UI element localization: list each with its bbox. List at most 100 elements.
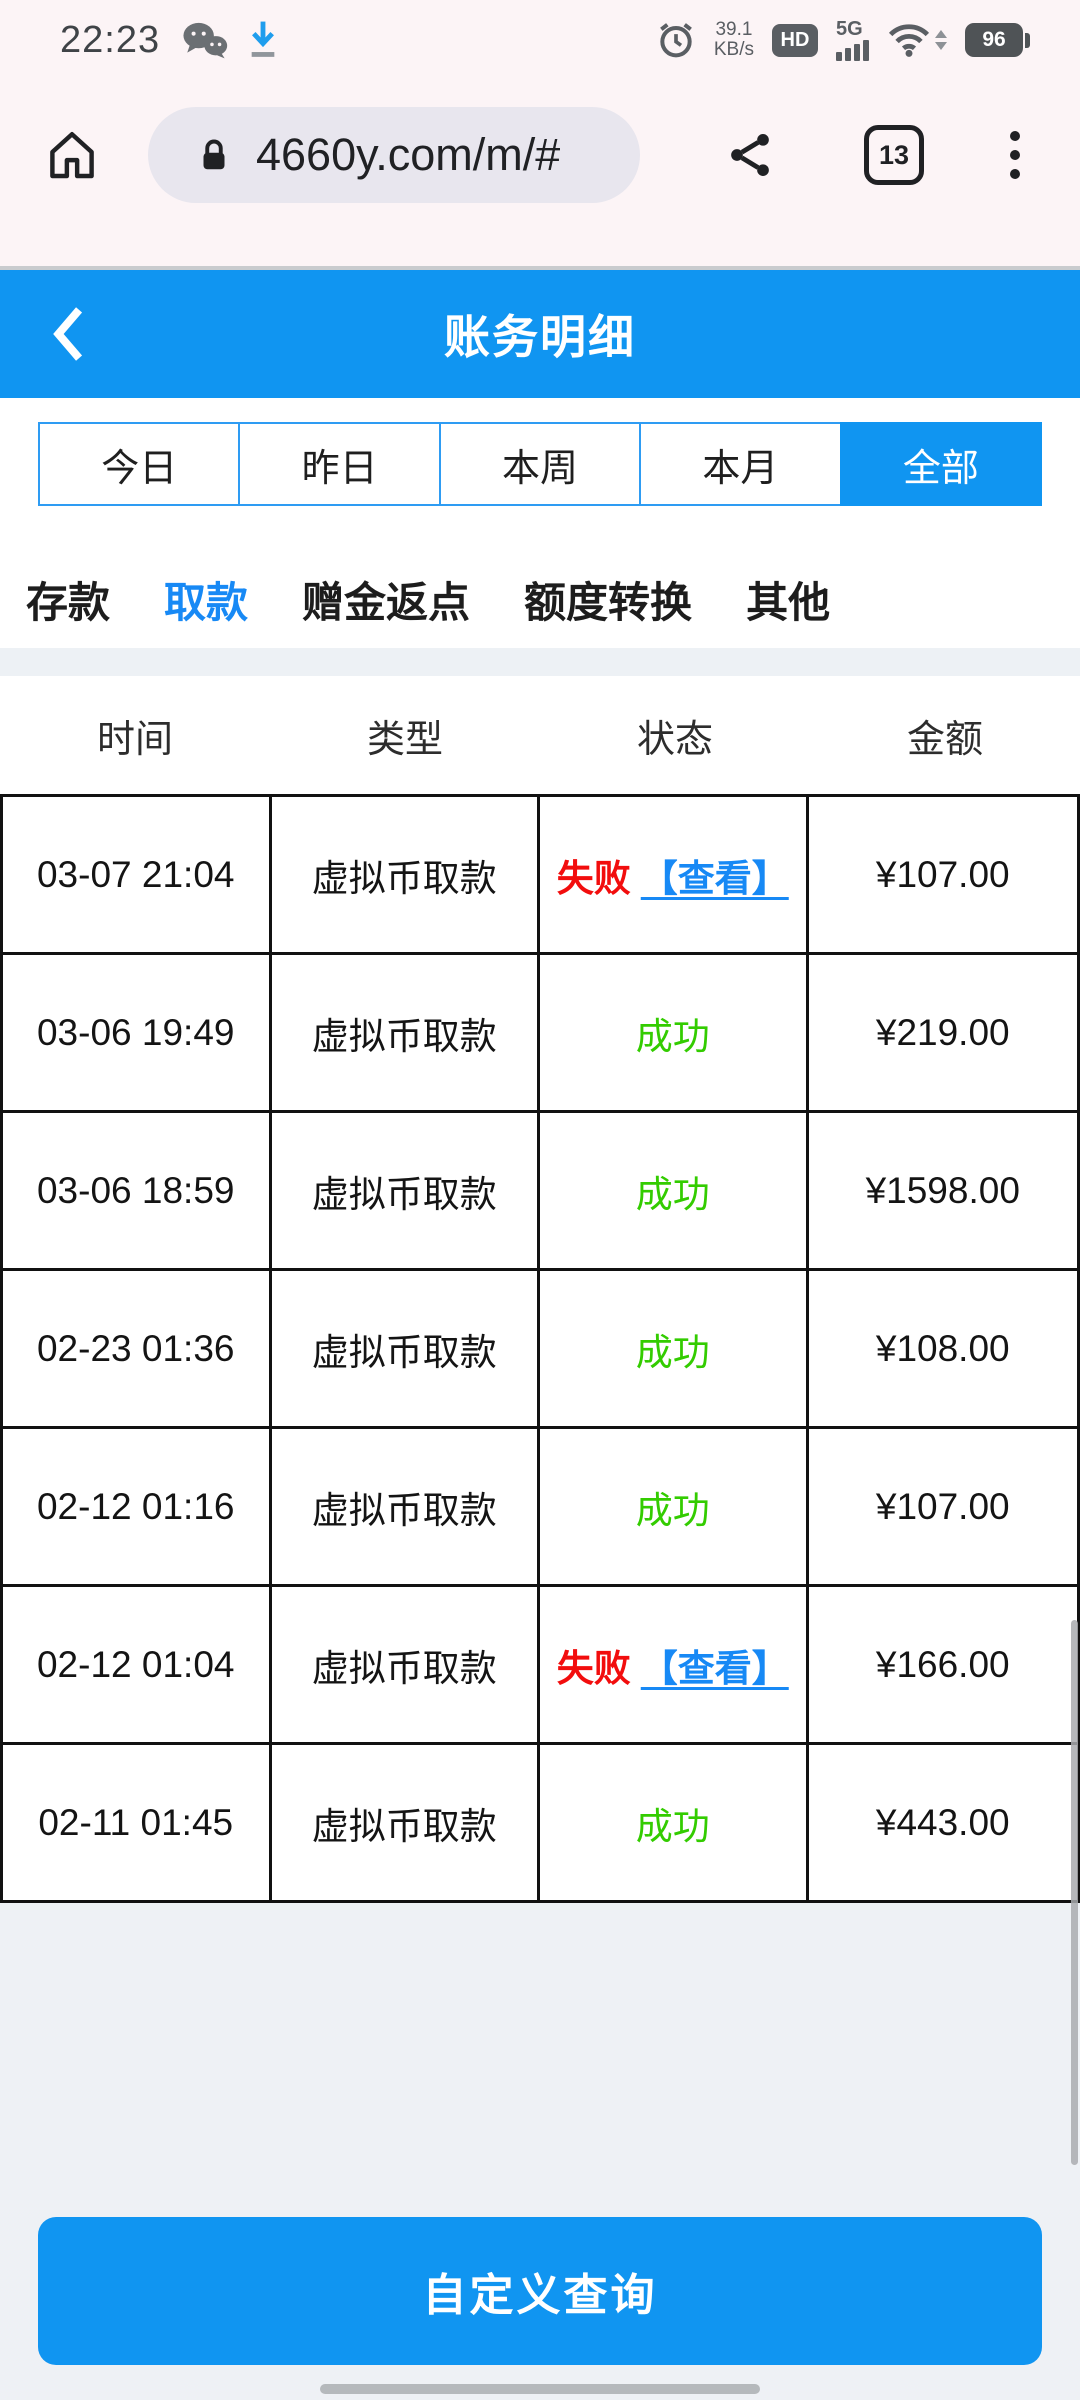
cell-status: 失败 【查看】: [540, 797, 809, 952]
cell-time: 03-06 19:49: [3, 955, 272, 1110]
browser-menu-icon[interactable]: [1010, 131, 1020, 179]
tab-this-month[interactable]: 本月: [639, 422, 842, 506]
status-badge: 失败: [556, 1647, 631, 1689]
scrollbar-thumb[interactable]: [1071, 1620, 1078, 2165]
notification-icons: [182, 18, 280, 62]
chrome-padding: [0, 230, 1080, 266]
cell-amount: ¥443.00: [875, 1801, 1010, 1843]
tab-deposit[interactable]: 存款: [26, 578, 111, 626]
battery-level: 96: [965, 23, 1023, 57]
network-type-label: 5G: [836, 17, 863, 40]
cell-time: 02-12 01:04: [3, 1587, 272, 1742]
tab-other[interactable]: 其他: [746, 578, 831, 626]
page-title: 账务明细: [444, 311, 636, 363]
custom-query-button[interactable]: 自定义查询: [38, 2217, 1042, 2365]
system-status-icons: 39.1 KB/s HD 5G: [656, 17, 1030, 61]
cell-amount: ¥219.00: [875, 1011, 1010, 1053]
cell-status: 成功: [540, 1745, 809, 1900]
wifi-status: [887, 21, 947, 59]
table-row: 02-12 01:04 虚拟币取款 失败 【查看】 ¥166.00: [3, 1587, 1077, 1745]
tab-all[interactable]: 全部: [839, 422, 1043, 506]
table-row: 02-12 01:16 虚拟币取款 成功 ¥107.00: [3, 1429, 1077, 1587]
cell-time: 02-23 01:36: [3, 1271, 272, 1426]
cell-amount: ¥166.00: [875, 1643, 1010, 1685]
table-row: 03-06 18:59 虚拟币取款 成功 ¥1598.00: [3, 1113, 1077, 1271]
status-bar: 22:23 39.1 K: [0, 0, 1080, 80]
view-details-link[interactable]: 【查看】: [640, 857, 789, 899]
cell-amount: ¥1598.00: [865, 1169, 1020, 1211]
page-header: 账务明细: [0, 270, 1080, 398]
cell-status: 失败 【查看】: [540, 1587, 809, 1742]
column-header-amount: 金额: [906, 718, 983, 761]
column-header-status: 状态: [636, 718, 713, 761]
tab-quota-transfer[interactable]: 额度转换: [524, 578, 693, 626]
tab-withdrawal[interactable]: 取款: [164, 578, 249, 626]
category-tabs: 存款 取款 赠金返点 额度转换 其他: [0, 570, 1080, 628]
status-badge: 成功: [635, 1489, 710, 1531]
cell-amount: ¥108.00: [875, 1327, 1010, 1369]
cell-type: 虚拟币取款: [272, 1587, 540, 1742]
cell-type: 虚拟币取款: [272, 1429, 540, 1584]
table-row: 03-06 19:49 虚拟币取款 成功 ¥219.00: [3, 955, 1077, 1113]
alarm-icon: [659, 23, 692, 58]
cell-type: 虚拟币取款: [272, 1271, 540, 1426]
table-row: 02-11 01:45 虚拟币取款 成功 ¥443.00: [3, 1745, 1077, 1903]
tab-today[interactable]: 今日: [38, 422, 241, 506]
share-icon[interactable]: [724, 129, 776, 181]
home-icon[interactable]: [44, 127, 100, 183]
table-row: 02-23 01:36 虚拟币取款 成功 ¥108.00: [3, 1271, 1077, 1429]
tab-counter[interactable]: 13: [864, 125, 924, 185]
wechat-icon: [183, 22, 228, 59]
status-badge: 成功: [635, 1331, 710, 1373]
view-details-link[interactable]: 【查看】: [640, 1647, 789, 1689]
cellular-signal: 5G: [836, 17, 869, 61]
network-speed-value: 39.1: [715, 19, 753, 40]
cell-time: 03-06 18:59: [3, 1113, 272, 1268]
cell-type: 虚拟币取款: [272, 955, 540, 1110]
cell-status: 成功: [540, 1271, 809, 1426]
battery-indicator: 96: [965, 23, 1030, 57]
tab-bonus-rebate[interactable]: 赠金返点: [302, 578, 471, 626]
cell-time: 02-11 01:45: [3, 1745, 272, 1900]
cell-amount: ¥107.00: [875, 853, 1010, 895]
cell-time: 03-07 21:04: [3, 797, 272, 952]
section-divider: [0, 648, 1080, 676]
wifi-traffic-arrows-icon: [935, 30, 947, 50]
cell-time: 02-12 01:16: [3, 1429, 272, 1584]
back-button[interactable]: [30, 270, 104, 398]
column-header-time: 时间: [96, 718, 173, 761]
date-range-tabs: 今日 昨日 本周 本月 全部: [38, 422, 1043, 506]
download-icon: [251, 21, 275, 57]
chrome-divider: [0, 266, 1080, 270]
wifi-icon: [888, 24, 930, 57]
signal-bars-icon: [836, 39, 869, 61]
network-speed-unit: KB/s: [713, 39, 754, 60]
lock-icon: [203, 139, 225, 170]
bottom-section: 自定义查询: [0, 1903, 1080, 2400]
status-badge: 成功: [635, 1015, 710, 1057]
battery-nub-icon: [1025, 32, 1030, 48]
column-header-type: 类型: [366, 718, 443, 761]
gesture-bar[interactable]: [320, 2384, 760, 2394]
tab-this-week[interactable]: 本周: [438, 422, 642, 506]
hd-badge: HD: [772, 23, 818, 57]
chevron-left-icon: [53, 307, 83, 361]
url-text: 4660y.com/m/#: [256, 129, 561, 180]
clock-time: 22:23: [60, 18, 161, 61]
cell-status: 成功: [540, 1113, 809, 1268]
cell-status: 成功: [540, 955, 809, 1110]
browser-toolbar: 4660y.com/m/# 13: [0, 80, 1080, 230]
cell-type: 虚拟币取款: [272, 1113, 540, 1268]
table-header: 时间 类型 状态 金额: [0, 676, 1080, 794]
status-badge: 成功: [635, 1173, 710, 1215]
table-row: 03-07 21:04 虚拟币取款 失败 【查看】 ¥107.00: [3, 797, 1077, 955]
network-speed: 39.1 KB/s: [714, 20, 754, 60]
cell-status: 成功: [540, 1429, 809, 1584]
cell-type: 虚拟币取款: [272, 797, 540, 952]
cell-type: 虚拟币取款: [272, 1745, 540, 1900]
status-badge: 失败: [556, 857, 631, 899]
url-bar[interactable]: 4660y.com/m/#: [148, 107, 640, 203]
cell-amount: ¥107.00: [875, 1485, 1010, 1527]
tab-yesterday[interactable]: 昨日: [238, 422, 441, 506]
tab-count: 13: [878, 139, 910, 170]
